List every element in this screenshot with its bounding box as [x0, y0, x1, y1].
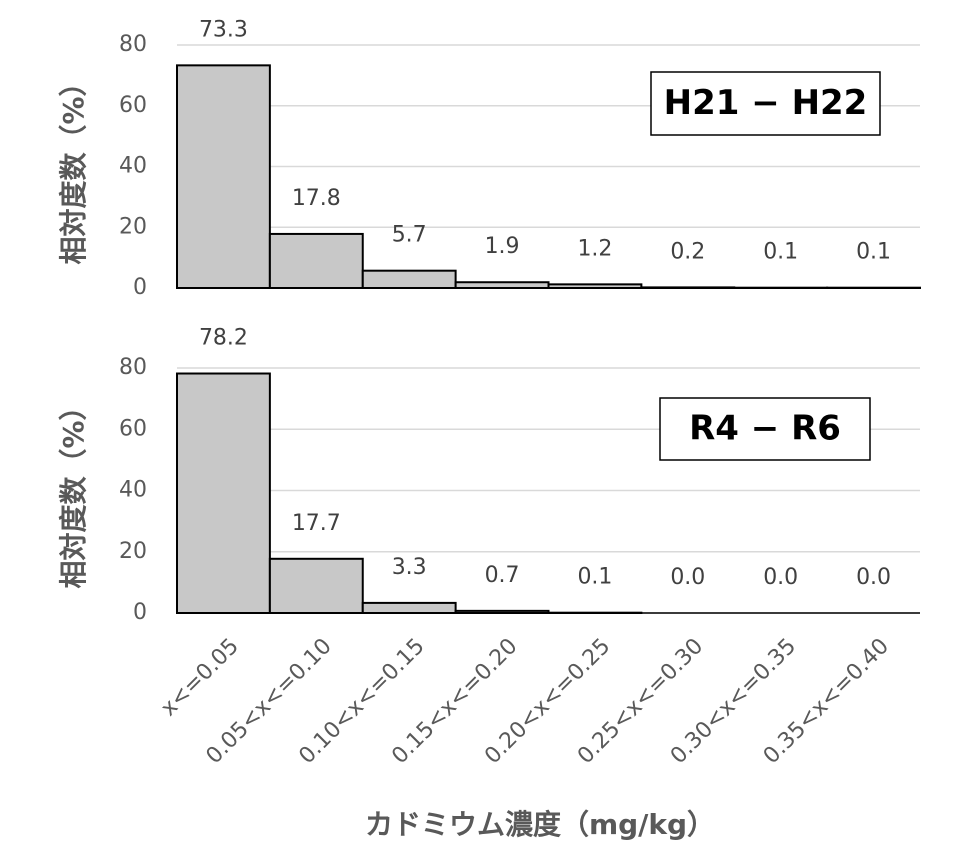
x-axis-label: カドミウム濃度（mg/kg）	[365, 808, 715, 841]
bar	[268, 557, 364, 615]
annotation: H21 − H22	[664, 83, 868, 123]
value-label: 78.2	[199, 326, 248, 351]
y-axis-label: 相対度数（%）	[57, 68, 90, 264]
value-label: 0.0	[763, 565, 798, 590]
value-label: 17.8	[292, 186, 341, 211]
value-label: 0.1	[577, 565, 612, 590]
y-tick-label: 60	[119, 416, 147, 441]
value-label: 0.2	[670, 239, 705, 264]
y-tick-label: 0	[133, 275, 147, 300]
annotation: R4 − R6	[689, 409, 841, 449]
value-label: 0.1	[856, 240, 891, 265]
value-label: 1.9	[485, 234, 520, 259]
y-tick-label: 40	[119, 478, 147, 503]
y-tick-label: 0	[133, 600, 147, 625]
value-label: 73.3	[199, 17, 248, 42]
y-tick-label: 80	[119, 32, 147, 57]
annotation-box	[659, 397, 871, 461]
bar	[176, 372, 271, 615]
y-tick-label: 20	[119, 539, 147, 564]
bar	[176, 64, 271, 289]
y-tick-label: 20	[119, 214, 147, 239]
y-tick-label: 60	[119, 93, 147, 118]
value-label: 0.0	[670, 565, 705, 590]
bar	[361, 269, 457, 289]
y-tick-label: 40	[119, 154, 147, 179]
bar	[268, 232, 364, 289]
annotation-box	[650, 71, 881, 136]
value-label: 0.0	[856, 565, 891, 590]
y-axis-label: 相対度数（%）	[57, 392, 90, 588]
value-label: 17.7	[292, 511, 341, 536]
bar	[361, 601, 457, 614]
bar	[454, 281, 550, 290]
x-tick-label: x<=0.05	[156, 634, 244, 722]
value-label: 5.7	[392, 223, 427, 248]
value-label: 0.7	[485, 563, 520, 588]
value-label: 0.1	[763, 240, 798, 265]
value-label: 1.2	[577, 236, 612, 261]
value-label: 3.3	[392, 555, 427, 580]
y-tick-label: 80	[119, 355, 147, 380]
